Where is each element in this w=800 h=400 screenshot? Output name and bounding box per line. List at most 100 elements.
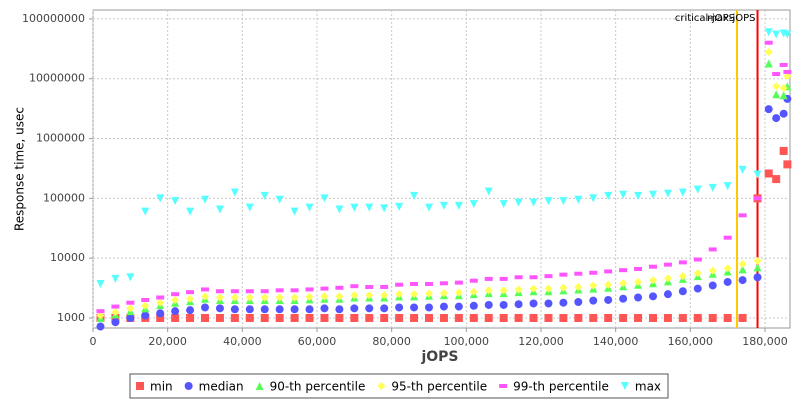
point	[186, 294, 195, 303]
point	[514, 275, 523, 280]
point	[779, 109, 788, 118]
point	[529, 198, 538, 207]
point	[275, 293, 284, 302]
point	[335, 313, 344, 322]
point	[544, 284, 553, 293]
x-tick-label: 140,000	[593, 335, 639, 348]
point	[678, 260, 687, 265]
point	[499, 313, 508, 322]
point	[708, 313, 717, 322]
point	[439, 281, 448, 286]
point	[260, 191, 269, 200]
point	[350, 313, 359, 322]
point	[260, 293, 269, 302]
point	[723, 235, 732, 240]
point	[738, 265, 747, 274]
point	[604, 269, 613, 274]
point	[305, 313, 314, 322]
point	[604, 191, 613, 200]
point	[305, 292, 314, 301]
point	[693, 257, 702, 262]
point	[678, 188, 687, 197]
point	[693, 313, 702, 322]
point	[424, 203, 433, 212]
point	[380, 284, 389, 289]
point	[126, 313, 135, 322]
point	[648, 313, 657, 322]
point	[156, 295, 165, 300]
point	[454, 288, 463, 297]
point	[693, 269, 702, 278]
point	[380, 291, 389, 300]
point	[764, 28, 773, 37]
point	[454, 280, 463, 285]
legend: min median 90-th percentile 95-th percentil…	[129, 373, 669, 399]
point	[96, 322, 105, 331]
plot-area	[92, 9, 791, 329]
point	[320, 194, 329, 203]
point	[708, 281, 717, 290]
point	[320, 313, 329, 322]
point	[559, 197, 568, 206]
point	[514, 300, 523, 309]
point	[484, 313, 493, 322]
point	[764, 105, 773, 114]
point	[410, 281, 419, 286]
point	[574, 195, 583, 204]
point	[156, 313, 165, 322]
point	[663, 189, 672, 198]
point	[305, 305, 314, 314]
point	[574, 298, 583, 307]
point	[589, 281, 598, 290]
legend-label: 95-th percentile	[391, 380, 487, 394]
point	[245, 203, 254, 212]
point	[738, 213, 747, 218]
x-tick-label: 160,000	[668, 335, 714, 348]
point	[305, 203, 314, 212]
point	[469, 287, 478, 296]
point	[111, 308, 120, 317]
point	[559, 272, 568, 277]
point	[529, 284, 538, 293]
point	[275, 195, 284, 204]
point	[738, 313, 747, 322]
point	[723, 277, 732, 286]
legend-label: min	[150, 380, 173, 394]
point	[589, 296, 598, 305]
point	[410, 191, 419, 200]
legend-box	[129, 373, 669, 399]
point	[365, 284, 374, 289]
point	[200, 303, 209, 312]
point	[708, 266, 717, 275]
point	[395, 313, 404, 322]
point	[395, 202, 404, 211]
x-axis-label: jOPS	[420, 349, 458, 365]
y-tick-label: 10000000	[29, 72, 85, 85]
point	[723, 313, 732, 322]
point	[772, 114, 781, 123]
point	[290, 293, 299, 302]
point	[753, 196, 762, 201]
reference-label: critical-jOPS	[675, 13, 735, 24]
point	[738, 165, 747, 174]
point	[186, 313, 195, 322]
point	[634, 313, 643, 322]
point	[529, 275, 538, 280]
point	[380, 304, 389, 313]
point	[395, 290, 404, 299]
point	[141, 301, 150, 310]
point	[171, 292, 180, 297]
point	[215, 293, 224, 302]
point	[111, 304, 120, 309]
point	[663, 262, 672, 267]
point	[335, 305, 344, 314]
point	[648, 276, 657, 285]
point	[544, 274, 553, 279]
point	[141, 297, 150, 302]
point	[708, 183, 717, 192]
point	[260, 313, 269, 322]
x-tick-label: 60,000	[298, 335, 337, 348]
point	[439, 313, 448, 322]
point	[783, 160, 792, 169]
point	[779, 91, 788, 100]
